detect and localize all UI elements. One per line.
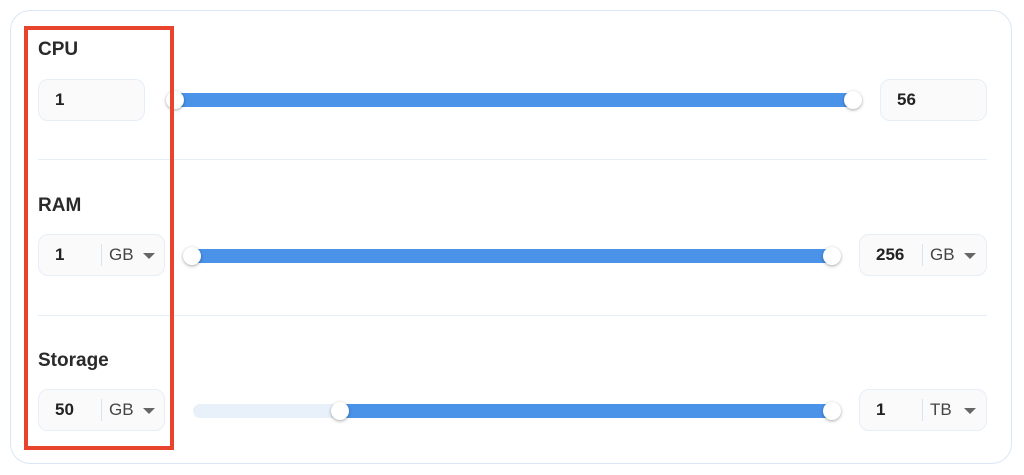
cpu-max-thumb[interactable]: [844, 91, 862, 109]
cpu-label: CPU: [38, 39, 79, 60]
cpu-slider[interactable]: [166, 91, 862, 109]
chevron-down-icon[interactable]: [964, 408, 976, 414]
cpu-min-input[interactable]: 1: [38, 79, 145, 121]
separator: [922, 244, 923, 266]
cpu-max-value: 56: [897, 90, 916, 109]
chevron-down-icon[interactable]: [964, 253, 976, 259]
chevron-down-icon[interactable]: [143, 408, 155, 414]
storage-max-unit-select[interactable]: TB: [930, 400, 952, 419]
ram-max-unit-select[interactable]: GB: [930, 245, 955, 264]
storage-slider[interactable]: [193, 402, 841, 420]
highlight-annotation-box: [24, 26, 174, 450]
ram-min-unit-select[interactable]: GB: [109, 245, 134, 264]
cpu-min-value: 1: [55, 90, 65, 109]
cpu-slider-fill: [175, 93, 853, 107]
ram-max-value: 256: [876, 245, 905, 264]
storage-max-value: 1: [876, 400, 886, 419]
separator: [922, 399, 923, 421]
storage-max-thumb[interactable]: [823, 402, 841, 420]
ram-min-value: 1: [55, 245, 65, 264]
chevron-down-icon[interactable]: [143, 253, 155, 259]
divider: [38, 315, 987, 316]
storage-slider-fill: [339, 404, 832, 418]
storage-max-input[interactable]: 1 TB: [859, 389, 987, 431]
ram-label: RAM: [38, 195, 82, 216]
separator: [101, 399, 102, 421]
ram-slider[interactable]: [183, 247, 841, 265]
storage-min-thumb[interactable]: [330, 402, 349, 420]
storage-min-unit-select[interactable]: GB: [109, 400, 134, 419]
ram-max-input[interactable]: 256 GB: [859, 234, 987, 276]
separator: [101, 244, 102, 266]
ram-max-thumb[interactable]: [823, 247, 841, 265]
cpu-max-input[interactable]: 56: [880, 79, 987, 121]
ram-min-thumb[interactable]: [183, 247, 201, 265]
storage-min-value: 50: [55, 400, 74, 419]
ram-min-input[interactable]: 1 GB: [38, 234, 165, 276]
storage-min-input[interactable]: 50 GB: [38, 389, 165, 431]
divider: [38, 159, 987, 160]
resource-filter-card: [10, 10, 1012, 464]
storage-label: Storage: [38, 350, 109, 371]
ram-slider-fill: [192, 249, 832, 263]
